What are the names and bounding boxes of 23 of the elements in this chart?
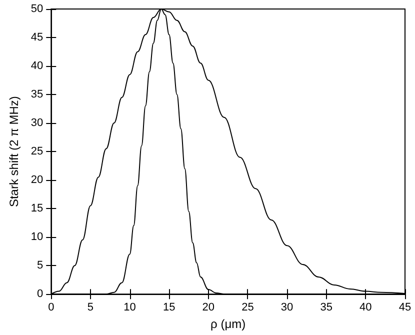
- y-axis-title: Stark shift (2 π MHz): [7, 96, 21, 208]
- y-tick-label: 30: [30, 117, 44, 130]
- y-tick-label: 40: [30, 60, 44, 72]
- y-tick-label: 35: [30, 88, 44, 101]
- x-tick-label: 10: [124, 302, 136, 314]
- y-tick-label: 50: [30, 3, 44, 15]
- x-tick-label: 35: [320, 302, 332, 314]
- x-tick-label: 0: [48, 302, 54, 314]
- x-axis-title: ρ (μm): [210, 317, 246, 331]
- y-tick-label: 45: [30, 32, 44, 44]
- x-tick-label: 25: [242, 302, 254, 314]
- y-tick-label: 15: [30, 202, 44, 215]
- x-tick-label: 20: [202, 302, 215, 314]
- x-tick-label: 5: [87, 302, 94, 314]
- y-tick-label: 20: [30, 174, 44, 186]
- y-tick-label: 0: [37, 288, 44, 300]
- x-tick-label: 15: [162, 302, 176, 314]
- y-tick-label: 10: [30, 231, 44, 244]
- x-tick-label: 40: [360, 302, 372, 314]
- x-tick-label: 30: [280, 302, 294, 314]
- y-tick-label: 25: [30, 146, 44, 158]
- x-tick-label: 45: [398, 302, 412, 314]
- y-tick-label: 5: [37, 260, 44, 272]
